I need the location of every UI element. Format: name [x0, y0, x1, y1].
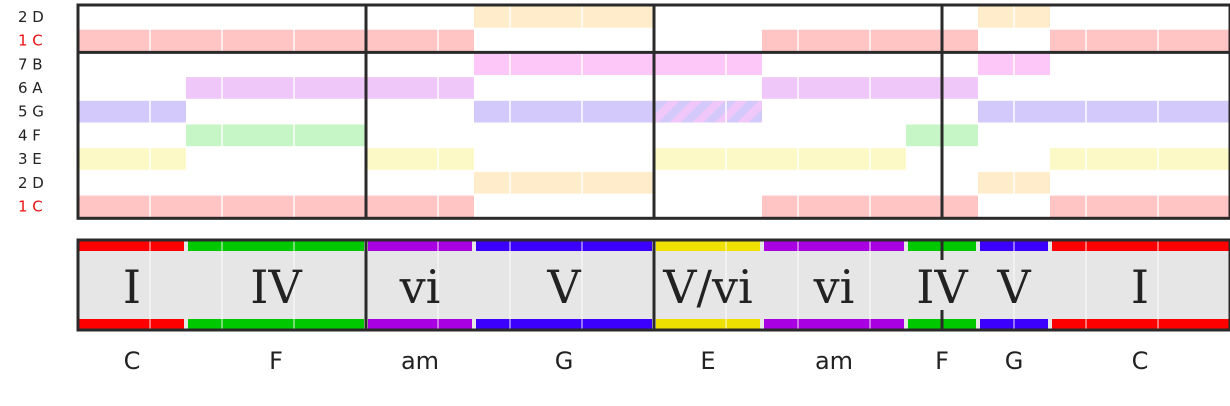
note-e	[366, 148, 474, 170]
row-label: 2 D	[18, 8, 44, 26]
note-d	[474, 171, 654, 194]
row-label: 1 C	[18, 32, 43, 50]
roman-numeral: vi	[813, 260, 855, 314]
chord-color-strip-top	[368, 240, 472, 251]
note-e	[762, 148, 906, 170]
note-g	[1050, 100, 1230, 123]
row-label: 7 B	[18, 55, 43, 73]
chord-name: C	[1132, 347, 1149, 375]
chord-color-strip-top	[1052, 240, 1230, 251]
roman-numeral: IV	[916, 260, 968, 314]
note-a	[186, 77, 366, 99]
note-c	[366, 195, 474, 218]
chord-color-strip-top	[656, 240, 760, 251]
roman-numeral: V/vi	[662, 260, 752, 314]
row-label: 1 C	[18, 197, 43, 215]
roman-numeral: I	[123, 260, 141, 314]
chord-color-strip-bottom	[476, 319, 652, 330]
chord-color-strip-bottom	[188, 319, 364, 330]
chord-name: C	[124, 347, 141, 375]
note-c	[78, 29, 186, 52]
chord-name: am	[815, 347, 853, 375]
note-c	[186, 29, 366, 52]
note-c	[762, 195, 906, 218]
note-d	[474, 6, 654, 28]
note-g	[78, 100, 186, 123]
note-c	[366, 29, 474, 52]
note-g-sharp	[654, 100, 762, 123]
chord-color-strip-bottom	[764, 319, 904, 330]
chord-name: F	[935, 347, 949, 375]
note-b	[474, 53, 654, 76]
roman-numeral: V	[996, 260, 1031, 314]
note-c	[1050, 29, 1230, 52]
roman-numeral: IV	[250, 260, 302, 314]
chord-color-strip-bottom	[656, 319, 760, 330]
chord-name: G	[1005, 347, 1024, 375]
note-e	[78, 148, 186, 170]
note-e	[654, 148, 762, 170]
note-b	[654, 53, 762, 76]
note-c	[78, 195, 186, 218]
chord-name: E	[700, 347, 715, 375]
chord-name: F	[269, 347, 283, 375]
chord-name: am	[401, 347, 439, 375]
row-label: 2 D	[18, 174, 44, 192]
chord-color-strip-top	[78, 240, 184, 251]
roman-numeral: vi	[399, 260, 441, 314]
note-e	[1050, 148, 1230, 170]
chord-color-strip-top	[188, 240, 364, 251]
row-label: 5 G	[18, 103, 44, 121]
note-c	[1050, 195, 1230, 218]
note-f	[186, 124, 366, 147]
chord-color-strip-top	[476, 240, 652, 251]
row-label: 6 A	[18, 79, 43, 97]
note-c	[762, 29, 906, 52]
roman-numeral: V	[546, 260, 581, 314]
note-a	[366, 77, 474, 99]
note-c	[186, 195, 366, 218]
note-g	[474, 100, 654, 123]
roman-numeral: I	[1131, 260, 1149, 314]
chord-color-strip-bottom	[1052, 319, 1230, 330]
row-label: 3 E	[18, 150, 42, 168]
note-a	[762, 77, 906, 99]
chord-color-strip-top	[764, 240, 904, 251]
chord-color-strip-bottom	[368, 319, 472, 330]
chord-color-strip-bottom	[78, 319, 184, 330]
chord-name: G	[555, 347, 574, 375]
row-label: 4 F	[18, 126, 41, 144]
